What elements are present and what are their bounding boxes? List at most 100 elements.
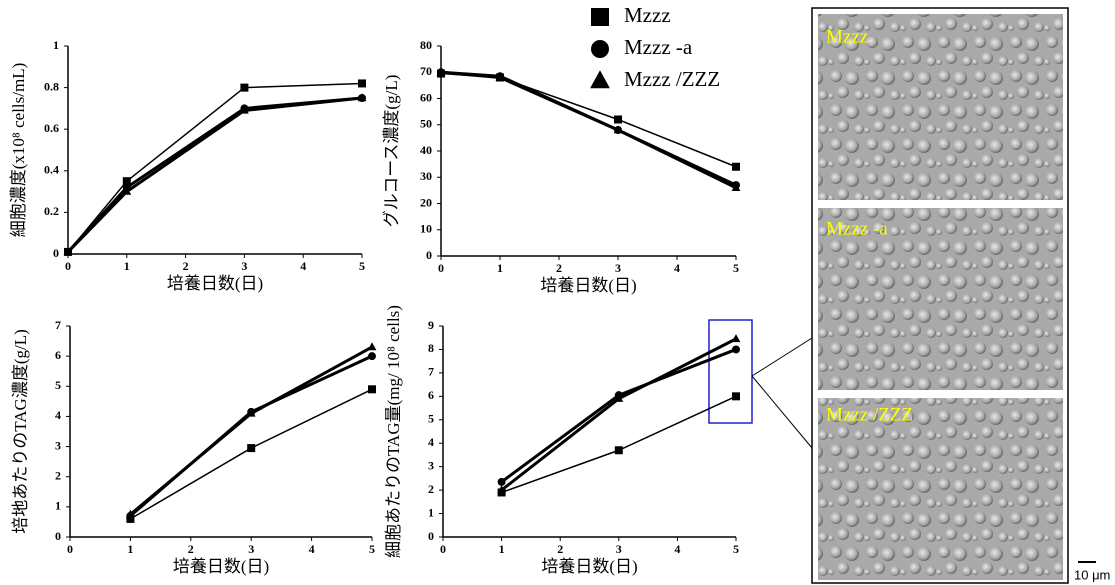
x-tick-label: 1	[499, 542, 505, 556]
data-line	[501, 395, 737, 494]
legend-marker	[590, 70, 610, 89]
y-axis-label: グルコース濃度(g/L)	[382, 75, 401, 228]
marker	[240, 105, 249, 114]
legend-label: Mzzz -a	[624, 35, 693, 59]
scale-bar-label: 10 μm	[1074, 567, 1110, 582]
x-tick-label: 3	[241, 259, 247, 273]
marker	[246, 408, 256, 417]
y-tick-label: 6	[55, 348, 61, 362]
x-tick-label: 4	[309, 542, 315, 556]
legend-label: Mzzz /ZZZ	[624, 67, 720, 91]
marker	[368, 352, 376, 361]
y-tick-label: 0	[428, 529, 434, 543]
x-tick-label: 1	[124, 259, 130, 273]
x-tick-label: 0	[438, 261, 444, 275]
marker	[614, 446, 623, 455]
y-tick-label: 2	[428, 482, 434, 496]
marker	[495, 72, 505, 81]
y-tick-label: 7	[428, 365, 434, 379]
marker	[614, 115, 622, 124]
legend-label: Mzzz	[624, 3, 671, 27]
y-tick-label: 1	[53, 38, 59, 52]
data-line	[66, 96, 363, 253]
x-axis-label: 培養日数(日)	[173, 557, 269, 576]
x-tick-label: 5	[359, 259, 365, 273]
marker	[126, 509, 135, 518]
y-tick-label: 4	[55, 408, 61, 422]
x-tick-label: 2	[557, 542, 563, 556]
image-label: Mzzz /ZZZ	[826, 404, 913, 425]
y-tick-label: 5	[55, 378, 61, 392]
y-tick-label: 40	[420, 143, 432, 157]
marker	[731, 334, 741, 343]
x-tick-label: 0	[67, 542, 73, 556]
y-tick-label: 50	[420, 117, 432, 131]
y-tick-label: 0.2	[44, 204, 59, 218]
y-tick-label: 0.6	[44, 121, 59, 135]
x-tick-label: 4	[300, 259, 306, 273]
image-label: Mzzz -a	[826, 218, 888, 239]
y-tick-label: 30	[420, 169, 432, 183]
y-tick-label: 5	[428, 412, 434, 426]
data-line	[67, 82, 363, 253]
legend-marker	[591, 40, 609, 58]
y-tick-label: 8	[428, 341, 434, 355]
micrograph	[818, 208, 1063, 390]
x-tick-label: 0	[440, 542, 446, 556]
marker	[732, 162, 740, 171]
marker	[358, 79, 366, 88]
x-tick-label: 2	[556, 261, 562, 275]
y-tick-label: 9	[428, 318, 434, 332]
highlight-box	[708, 319, 753, 424]
y-tick-label: 20	[420, 195, 432, 209]
y-tick-label: 1	[55, 499, 61, 513]
marker	[732, 392, 740, 401]
y-tick-label: 10	[420, 222, 432, 236]
marker	[614, 393, 624, 402]
y-axis-label: 細胞あたりのTAG量(mg/ 10⁸ cells)	[384, 305, 403, 558]
x-tick-label: 3	[615, 261, 621, 275]
x-tick-label: 3	[616, 542, 622, 556]
y-axis-label: 細胞濃度(x10⁸ cells/mL)	[9, 63, 28, 237]
marker	[732, 345, 740, 354]
y-tick-label: 0.8	[44, 79, 59, 93]
y-tick-label: 2	[55, 468, 61, 482]
data-line	[129, 354, 373, 518]
x-tick-label: 5	[733, 542, 739, 556]
x-tick-label: 3	[248, 542, 254, 556]
marker	[367, 342, 377, 351]
x-axis-label: 培養日数(日)	[167, 274, 263, 293]
connector	[751, 337, 813, 377]
legend-marker	[591, 8, 609, 26]
data-line	[66, 96, 363, 253]
marker	[247, 444, 256, 453]
y-tick-label: 0	[53, 246, 59, 260]
marker	[63, 247, 73, 256]
marker	[122, 186, 132, 195]
marker	[497, 477, 506, 486]
marker	[368, 385, 376, 394]
marker	[122, 177, 131, 186]
y-tick-label: 4	[428, 435, 434, 449]
x-tick-label: 0	[65, 259, 71, 273]
x-tick-label: 5	[733, 261, 739, 275]
connector	[751, 375, 813, 449]
y-tick-label: 60	[420, 90, 432, 104]
marker	[497, 485, 506, 494]
y-tick-label: 3	[55, 438, 61, 452]
y-tick-label: 0	[426, 248, 432, 262]
y-tick-label: 70	[420, 64, 432, 78]
micrograph	[818, 14, 1063, 200]
x-tick-label: 2	[188, 542, 194, 556]
x-tick-label: 5	[369, 542, 375, 556]
marker	[731, 182, 741, 191]
x-tick-label: 1	[497, 261, 503, 275]
marker	[240, 83, 249, 92]
y-tick-label: 0	[55, 529, 61, 543]
y-tick-label: 1	[428, 505, 434, 519]
image-label: Mzzz	[826, 26, 868, 47]
x-tick-label: 4	[674, 542, 680, 556]
x-tick-label: 2	[183, 259, 189, 273]
x-axis-label: 培養日数(日)	[541, 557, 637, 576]
